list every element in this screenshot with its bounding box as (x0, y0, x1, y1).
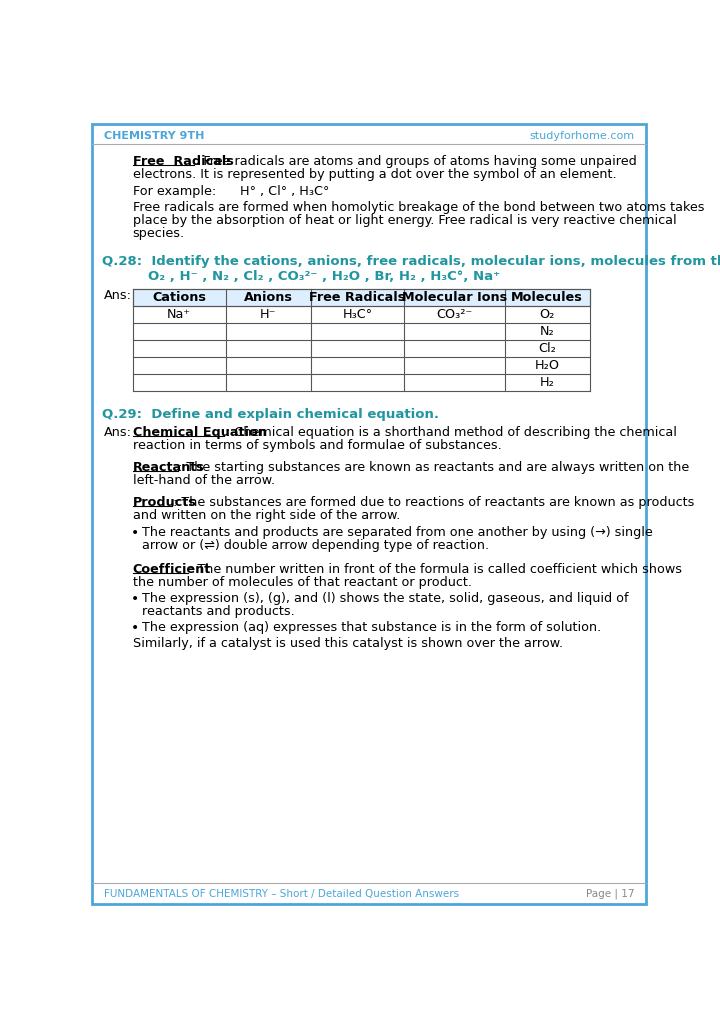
Text: FUNDAMENTALS OF CHEMISTRY – Short / Detailed Question Answers: FUNDAMENTALS OF CHEMISTRY – Short / Deta… (104, 889, 459, 899)
Text: reaction in terms of symbols and formulae of substances.: reaction in terms of symbols and formula… (132, 439, 501, 452)
Text: Products: Products (132, 497, 197, 509)
Text: Ans:: Ans: (104, 289, 132, 302)
Text: Q.29:  Define and explain chemical equation.: Q.29: Define and explain chemical equati… (102, 408, 438, 420)
Text: H₂O: H₂O (535, 359, 559, 372)
Text: H° , Cl° , H₃C°: H° , Cl° , H₃C° (240, 184, 329, 197)
Text: Coefficient: Coefficient (132, 563, 211, 575)
Text: Molecular Ions: Molecular Ions (402, 291, 507, 304)
Text: Free  Radicals: Free Radicals (132, 156, 233, 168)
Text: species.: species. (132, 227, 185, 240)
Text: place by the absorption of heat or light energy. Free radical is very reactive c: place by the absorption of heat or light… (132, 214, 676, 227)
Text: Na⁺: Na⁺ (167, 308, 191, 321)
Text: O₂ , H⁻ , N₂ , Cl₂ , CO₃²⁻ , H₂O , Br, H₂ , H₃C°, Na⁺: O₂ , H⁻ , N₂ , Cl₂ , CO₃²⁻ , H₂O , Br, H… (148, 270, 500, 283)
Text: The reactants and products are separated from one another by using (→) single: The reactants and products are separated… (142, 525, 652, 539)
Text: electrons. It is represented by putting a dot over the symbol of an element.: electrons. It is represented by putting … (132, 168, 616, 181)
Bar (132, 289, 590, 306)
Text: For example:: For example: (132, 184, 216, 197)
Text: left-hand of the arrow.: left-hand of the arrow. (132, 474, 275, 487)
Text: reactants and products.: reactants and products. (142, 605, 294, 618)
Text: The expression (aq) expresses that substance is in the form of solution.: The expression (aq) expresses that subst… (142, 621, 601, 634)
Text: The expression (s), (g), and (l) shows the state, solid, gaseous, and liquid of: The expression (s), (g), and (l) shows t… (142, 591, 629, 605)
Text: studyforhome.com: studyforhome.com (529, 131, 634, 142)
Text: H₂: H₂ (540, 376, 554, 389)
Text: : Chemical equation is a shorthand method of describing the chemical: : Chemical equation is a shorthand metho… (225, 426, 677, 439)
Text: arrow or (⇌) double arrow depending type of reaction.: arrow or (⇌) double arrow depending type… (142, 539, 489, 552)
Text: N₂: N₂ (540, 325, 554, 338)
Text: Cations: Cations (152, 291, 206, 304)
Text: Anions: Anions (244, 291, 293, 304)
Text: Ans:: Ans: (104, 426, 132, 439)
Text: the number of molecules of that reactant or product.: the number of molecules of that reactant… (132, 576, 472, 588)
Text: Chemical Equation: Chemical Equation (132, 426, 266, 439)
Text: Molecules: Molecules (511, 291, 583, 304)
Text: •: • (131, 591, 140, 606)
Text: O₂: O₂ (539, 308, 555, 321)
Text: : The substances are formed due to reactions of reactants are known as products: : The substances are formed due to react… (173, 497, 694, 509)
Text: Free Radicals: Free Radicals (310, 291, 405, 304)
Text: Reactants: Reactants (132, 461, 204, 474)
Text: •: • (131, 621, 140, 635)
Text: Page | 17: Page | 17 (585, 889, 634, 899)
Text: Similarly, if a catalyst is used this catalyst is shown over the arrow.: Similarly, if a catalyst is used this ca… (132, 637, 563, 651)
Text: H₃C°: H₃C° (342, 308, 372, 321)
Text: H⁻: H⁻ (260, 308, 276, 321)
Text: Cl₂: Cl₂ (539, 342, 556, 355)
Text: : Free radicals are atoms and groups of atoms having some unpaired: : Free radicals are atoms and groups of … (194, 156, 636, 168)
Text: •: • (131, 525, 140, 540)
Text: : The starting substances are known as reactants and are always written on the: : The starting substances are known as r… (179, 461, 690, 474)
Text: Q.28:  Identify the cations, anions, free radicals, molecular ions, molecules fr: Q.28: Identify the cations, anions, free… (102, 256, 720, 269)
Text: Free radicals are formed when homolytic breakage of the bond between two atoms t: Free radicals are formed when homolytic … (132, 201, 704, 214)
Text: CO₃²⁻: CO₃²⁻ (436, 308, 472, 321)
Text: : The number written in front of the formula is called coefficient which shows: : The number written in front of the for… (189, 563, 683, 575)
Text: and written on the right side of the arrow.: and written on the right side of the arr… (132, 509, 400, 522)
Text: CHEMISTRY 9TH: CHEMISTRY 9TH (104, 131, 204, 142)
